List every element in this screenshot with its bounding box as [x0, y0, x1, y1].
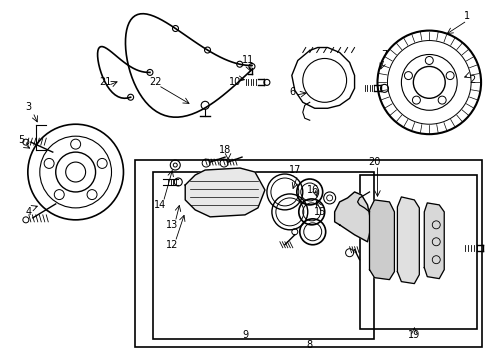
Text: 11: 11 [242, 55, 254, 66]
Text: 7: 7 [381, 50, 387, 60]
Polygon shape [424, 203, 443, 279]
Text: 2: 2 [468, 75, 474, 85]
Text: 20: 20 [367, 157, 380, 167]
Bar [153, 172, 374, 339]
Text: 9: 9 [242, 330, 247, 341]
Text: 17: 17 [288, 165, 301, 175]
Bar [359, 175, 476, 329]
Text: 21: 21 [99, 77, 111, 87]
Bar [135, 160, 481, 347]
Text: 3: 3 [26, 102, 32, 112]
Polygon shape [369, 200, 394, 280]
Text: 16: 16 [306, 185, 318, 195]
Text: 19: 19 [407, 330, 420, 341]
Text: 8: 8 [306, 340, 312, 350]
Text: 18: 18 [219, 145, 231, 155]
Text: 12: 12 [166, 240, 178, 250]
Text: 22: 22 [149, 77, 161, 87]
Text: 15: 15 [313, 207, 325, 217]
Polygon shape [185, 168, 264, 217]
Polygon shape [334, 192, 371, 242]
Text: 4: 4 [26, 207, 32, 217]
Text: 14: 14 [154, 200, 166, 210]
Text: 5: 5 [18, 135, 24, 145]
Text: 6: 6 [289, 87, 295, 97]
Text: 13: 13 [166, 220, 178, 230]
Polygon shape [397, 197, 419, 284]
Text: 10: 10 [228, 77, 241, 87]
Text: 1: 1 [463, 11, 469, 21]
